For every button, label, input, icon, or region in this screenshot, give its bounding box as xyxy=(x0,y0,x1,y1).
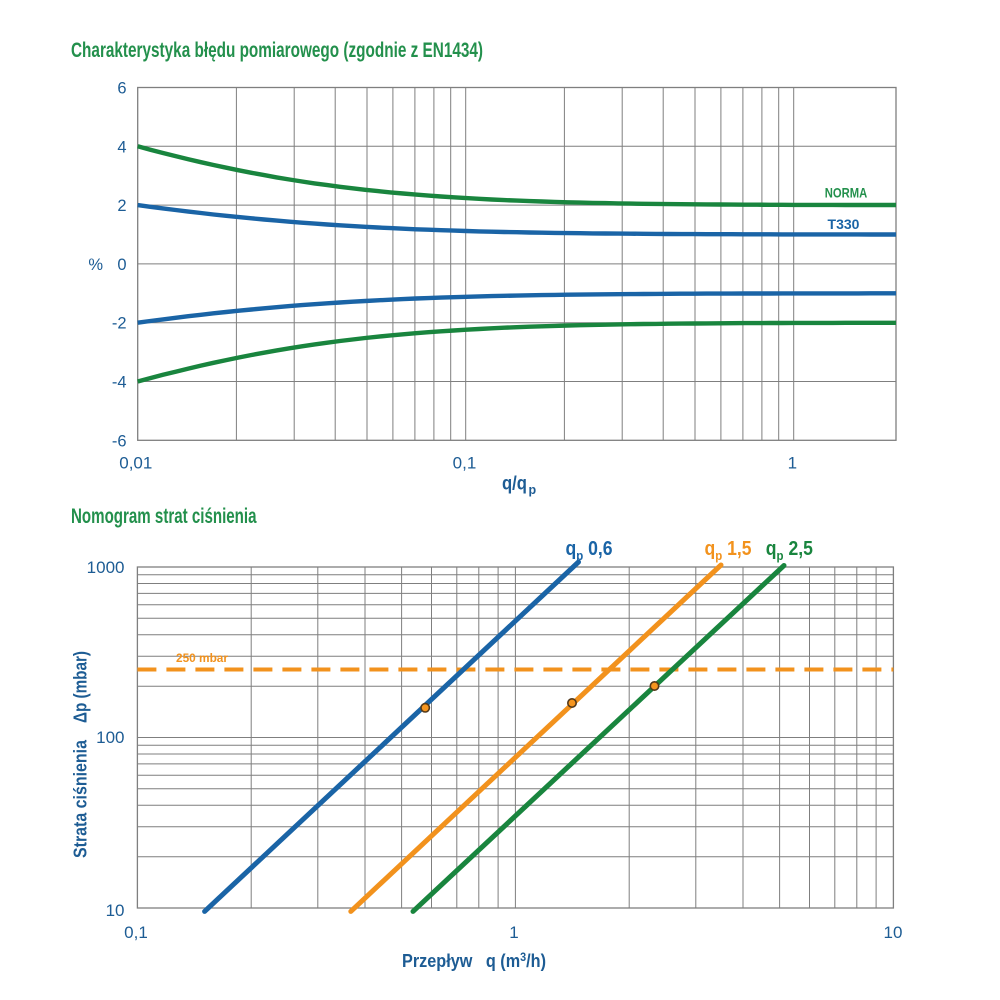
svg-text:10: 10 xyxy=(884,923,903,942)
svg-text:Charakterystyka błędu pomiarow: Charakterystyka błędu pomiarowego (zgodn… xyxy=(71,39,483,62)
svg-text:-6: -6 xyxy=(112,432,127,450)
svg-text:0,1: 0,1 xyxy=(453,454,477,473)
svg-text:Strata ciśnienia: Strata ciśnienia xyxy=(71,739,91,858)
svg-text:qp 2,5: qp 2,5 xyxy=(766,537,813,563)
svg-text:1000: 1000 xyxy=(87,558,125,577)
svg-text:6: 6 xyxy=(117,80,126,98)
svg-text:qp 0,6: qp 0,6 xyxy=(566,537,613,563)
svg-text:0,01: 0,01 xyxy=(119,454,152,473)
svg-text:q/q: q/q xyxy=(502,474,527,495)
svg-text:0: 0 xyxy=(117,256,126,274)
svg-text:p: p xyxy=(529,483,537,497)
svg-text:-2: -2 xyxy=(112,315,127,333)
svg-text:1: 1 xyxy=(509,923,518,942)
svg-text:0,1: 0,1 xyxy=(124,923,148,942)
svg-text:T330: T330 xyxy=(828,216,860,232)
svg-text:NORMA: NORMA xyxy=(825,185,868,201)
svg-text:100: 100 xyxy=(96,728,124,747)
svg-text:4: 4 xyxy=(117,138,126,156)
svg-text:Nomogram strat ciśnienia: Nomogram strat ciśnienia xyxy=(71,505,257,528)
svg-text:250 mbar: 250 mbar xyxy=(176,653,229,665)
svg-text:1: 1 xyxy=(788,454,797,473)
svg-text:qp 1,5: qp 1,5 xyxy=(705,537,752,563)
svg-text:-4: -4 xyxy=(112,374,127,392)
svg-text:2: 2 xyxy=(117,197,126,215)
svg-text:%: % xyxy=(88,256,103,274)
svg-text:Przepływ q (m3/h): Przepływ q (m3/h) xyxy=(402,950,546,971)
svg-text:Δp (mbar): Δp (mbar) xyxy=(71,651,91,723)
svg-text:10: 10 xyxy=(106,901,125,920)
